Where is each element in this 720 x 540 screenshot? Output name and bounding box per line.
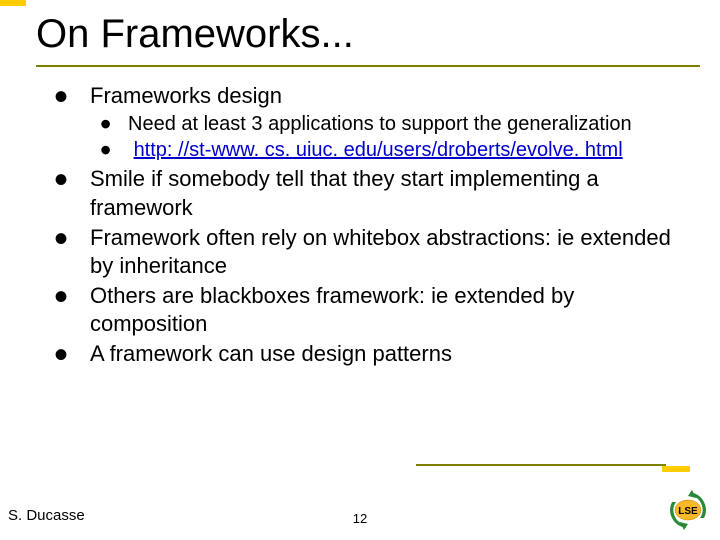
slide-title: On Frameworks... (36, 12, 700, 63)
bullet-list-level1: Frameworks design Need at least 3 applic… (48, 82, 692, 368)
footer-underline (416, 464, 666, 466)
lse-logo-icon: LSE (666, 488, 710, 532)
title-area: On Frameworks... (36, 12, 700, 67)
bullet-text: Frameworks design (90, 83, 282, 108)
footer-page-number: 12 (353, 511, 367, 526)
bullet-text: Framework often rely on whitebox abstrac… (90, 225, 671, 278)
list-item: Others are blackboxes framework: ie exte… (48, 282, 692, 338)
bullet-text: A framework can use design patterns (90, 341, 452, 366)
title-underline (36, 65, 700, 67)
content-area: Frameworks design Need at least 3 applic… (48, 82, 692, 370)
svg-text:LSE: LSE (678, 506, 698, 517)
list-item: .http: //st-www. cs. uiuc. edu/users/dro… (90, 138, 692, 164)
list-item: Need at least 3 applications to support … (90, 112, 692, 138)
list-item: Smile if somebody tell that they start i… (48, 165, 692, 221)
title-accent-bar (0, 0, 26, 56)
footer-accent-bar (662, 466, 690, 472)
bullet-link[interactable]: http: //st-www. cs. uiuc. edu/users/drob… (134, 139, 623, 161)
footer-author: S. Ducasse (8, 507, 85, 524)
list-item: Framework often rely on whitebox abstrac… (48, 224, 692, 280)
list-item: A framework can use design patterns (48, 340, 692, 368)
bullet-text: Smile if somebody tell that they start i… (90, 166, 599, 219)
bullet-text: Need at least 3 applications to support … (128, 113, 632, 135)
bullet-text: Others are blackboxes framework: ie exte… (90, 283, 574, 336)
bullet-list-level2: Need at least 3 applications to support … (90, 112, 692, 163)
list-item: Frameworks design Need at least 3 applic… (48, 82, 692, 163)
